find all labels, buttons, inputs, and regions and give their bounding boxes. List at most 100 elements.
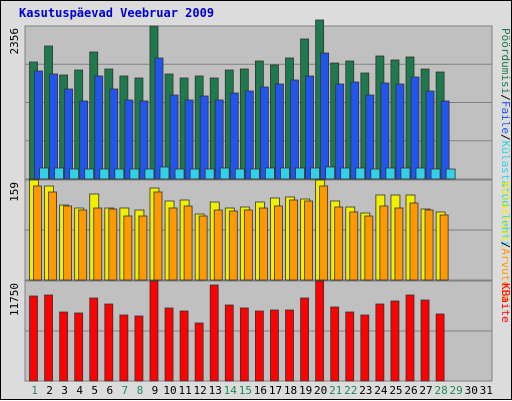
bar-arvuteid-day-20 xyxy=(319,185,329,281)
x-tick-label: 18 xyxy=(284,384,297,397)
bar-kbaite-day-17 xyxy=(270,309,279,382)
chart-panels: 2356 Pöördumisi/Faile/Külastatud lehti159… xyxy=(8,19,512,382)
bar-faile-day-10 xyxy=(169,94,179,180)
x-tick-label: 3 xyxy=(61,384,68,397)
bar-kbaite-day-23 xyxy=(360,314,370,382)
bar-faile-day-2 xyxy=(49,73,58,180)
x-tick-label: 14 xyxy=(224,384,238,397)
x-tick-label: 26 xyxy=(404,384,417,397)
bar-kbaite-day-25 xyxy=(390,300,400,382)
bar-arvuteid-day-17 xyxy=(274,205,283,281)
x-tick-label: 22 xyxy=(344,384,357,397)
x-tick-label: 2 xyxy=(46,384,53,397)
x-tick-label: 9 xyxy=(152,384,159,397)
bar-arvuteid-day-25 xyxy=(394,207,404,281)
x-tick-label: 7 xyxy=(122,384,129,397)
x-tick-label: 4 xyxy=(76,384,83,397)
bar-faile-day-12 xyxy=(199,95,209,180)
x-tick-label: 19 xyxy=(299,384,312,397)
bar-k-lastatud-lehti-day-2 xyxy=(54,167,64,180)
legend-part: Pöördumisi xyxy=(499,28,512,94)
x-tick-label: 25 xyxy=(389,384,402,397)
bar-arvuteid-day-11 xyxy=(183,205,193,281)
bar-kbaite-day-21 xyxy=(330,306,340,382)
bar-faile-day-26 xyxy=(410,76,420,180)
x-tick-label: 16 xyxy=(254,384,267,397)
x-tick-label: 11 xyxy=(178,384,191,397)
bar-kbaite-day-2 xyxy=(44,294,53,382)
x-tick-label: 8 xyxy=(137,384,144,397)
bar-k-lastatud-lehti-day-11 xyxy=(189,168,200,180)
legend-part: / xyxy=(499,242,512,249)
bar-kbaite-day-20 xyxy=(315,280,325,382)
x-tick-label: 20 xyxy=(314,384,327,397)
bar-k-lastatud-lehti-day-28 xyxy=(445,168,456,180)
bar-k-lastatud-lehti-day-19 xyxy=(310,167,320,180)
bar-kbaite-day-4 xyxy=(74,312,84,382)
bar-kbaite-day-13 xyxy=(209,284,219,382)
bar-kbaite-day-1 xyxy=(29,295,38,382)
bar-faile-day-28 xyxy=(440,100,450,180)
bar-faile-day-5 xyxy=(94,75,104,180)
bar-arvuteid-day-14 xyxy=(228,210,238,281)
bar-faile-day-18 xyxy=(290,79,299,180)
bar-k-lastatud-lehti-day-12 xyxy=(204,168,215,180)
bar-arvuteid-day-8 xyxy=(138,215,148,281)
bar-arvuteid-day-10 xyxy=(168,207,178,281)
bar-k-lastatud-lehti-day-5 xyxy=(99,168,110,180)
bar-k-lastatud-lehti-day-27 xyxy=(430,168,441,180)
x-tick-label: 10 xyxy=(163,384,176,397)
bar-kbaite-day-22 xyxy=(345,311,355,382)
panel-3: 11750 KBaite xyxy=(8,280,512,382)
x-tick-label: 1 xyxy=(31,384,38,397)
bar-kbaite-day-19 xyxy=(300,297,309,382)
bar-k-lastatud-lehti-day-26 xyxy=(415,167,426,180)
bar-kbaite-day-28 xyxy=(435,313,445,382)
bar-faile-day-20 xyxy=(320,52,330,180)
bar-kbaite-day-12 xyxy=(194,322,204,382)
bar-faile-day-21 xyxy=(335,83,345,180)
legend-part: Faile xyxy=(499,101,512,134)
x-tick-label: 6 xyxy=(106,384,113,397)
bar-arvuteid-day-27 xyxy=(424,209,434,281)
bar-kbaite-day-15 xyxy=(239,307,249,382)
bar-faile-day-27 xyxy=(425,90,435,180)
x-tick-label: 12 xyxy=(194,384,207,397)
bar-faile-day-15 xyxy=(244,90,254,180)
bar-arvuteid-day-9 xyxy=(153,191,163,281)
y-max-label: 2356 xyxy=(8,28,21,55)
bar-arvuteid-day-24 xyxy=(379,205,389,281)
series-legend-label: KBaite xyxy=(499,283,512,323)
bar-faile-day-24 xyxy=(380,82,390,180)
legend-part: Külastusi xyxy=(499,182,512,242)
x-tick-label: 5 xyxy=(91,384,98,397)
bar-kbaite-day-7 xyxy=(119,314,129,382)
bar-arvuteid-day-22 xyxy=(349,211,359,281)
bar-faile-day-22 xyxy=(350,81,360,180)
bar-k-lastatud-lehti-day-16 xyxy=(264,167,275,180)
bar-k-lastatud-lehti-day-8 xyxy=(144,168,155,180)
bar-arvuteid-day-6 xyxy=(108,208,118,281)
bar-faile-day-17 xyxy=(275,83,284,180)
bar-faile-day-1 xyxy=(34,70,43,180)
x-tick-label: 13 xyxy=(209,384,222,397)
x-tick-label: 17 xyxy=(269,384,282,397)
x-tick-label: 30 xyxy=(465,384,478,397)
legend-part: / xyxy=(499,134,512,141)
bar-faile-day-14 xyxy=(229,92,239,180)
bar-faile-day-9 xyxy=(154,57,164,180)
bar-faile-day-11 xyxy=(184,99,194,180)
bar-arvuteid-day-2 xyxy=(48,191,57,281)
bar-arvuteid-day-1 xyxy=(33,185,42,281)
bar-k-lastatud-lehti-day-4 xyxy=(84,168,95,180)
bar-k-lastatud-lehti-day-21 xyxy=(340,167,351,180)
bar-kbaite-day-27 xyxy=(420,299,430,382)
legend-part: Külastatud lehti xyxy=(499,141,512,247)
bar-kbaite-day-18 xyxy=(285,309,294,382)
x-tick-label: 23 xyxy=(359,384,372,397)
x-tick-label: 29 xyxy=(450,384,463,397)
bar-faile-day-13 xyxy=(214,99,224,180)
bar-kbaite-day-9 xyxy=(149,280,159,382)
bar-arvuteid-day-21 xyxy=(334,206,344,281)
bar-k-lastatud-lehti-day-1 xyxy=(39,167,49,180)
